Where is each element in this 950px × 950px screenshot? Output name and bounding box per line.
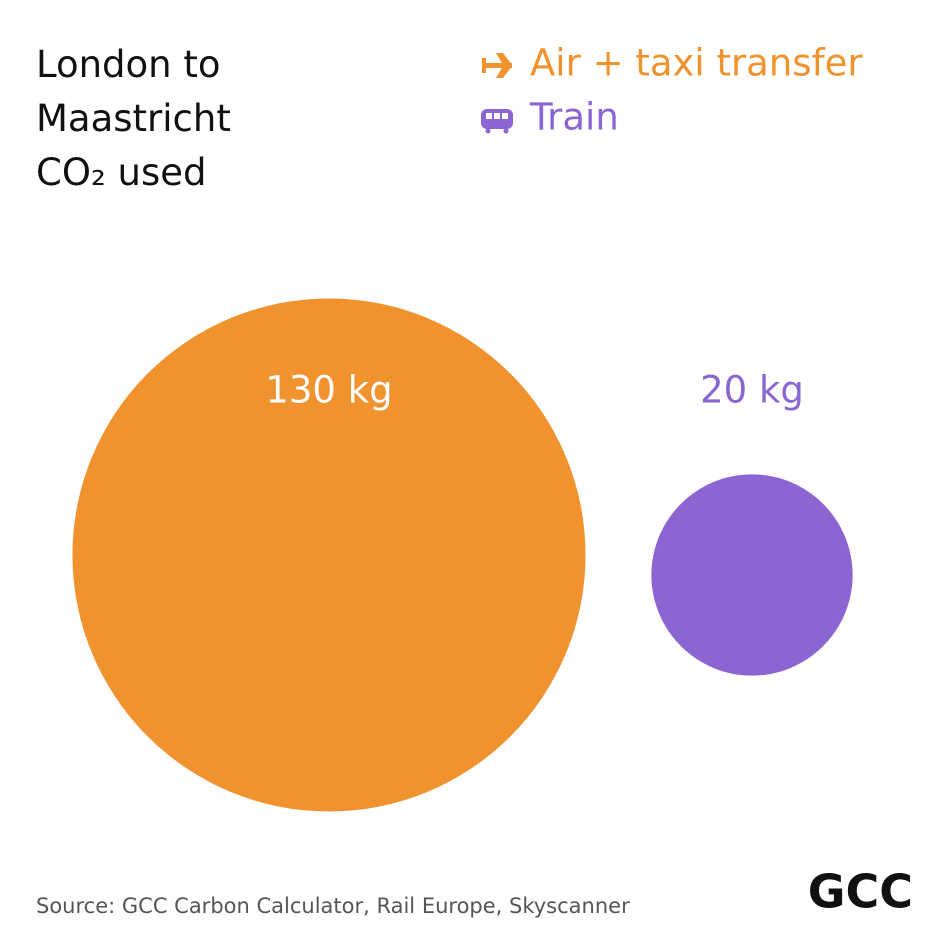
legend-label: Train	[529, 96, 619, 139]
source: Source: GCC Carbon Calculator, Rail Euro…	[36, 894, 630, 918]
legend-label: Air + taxi transfer	[530, 42, 863, 85]
logo: GCC	[808, 865, 913, 919]
plane-icon	[482, 53, 512, 78]
chart-title: London to Maastricht CO₂ used	[36, 43, 231, 194]
value-label: 20 kg	[700, 369, 804, 412]
value-label: 130 kg	[265, 369, 392, 412]
bubble	[651, 474, 853, 676]
train-icon	[481, 109, 513, 134]
bubble	[72, 298, 586, 812]
